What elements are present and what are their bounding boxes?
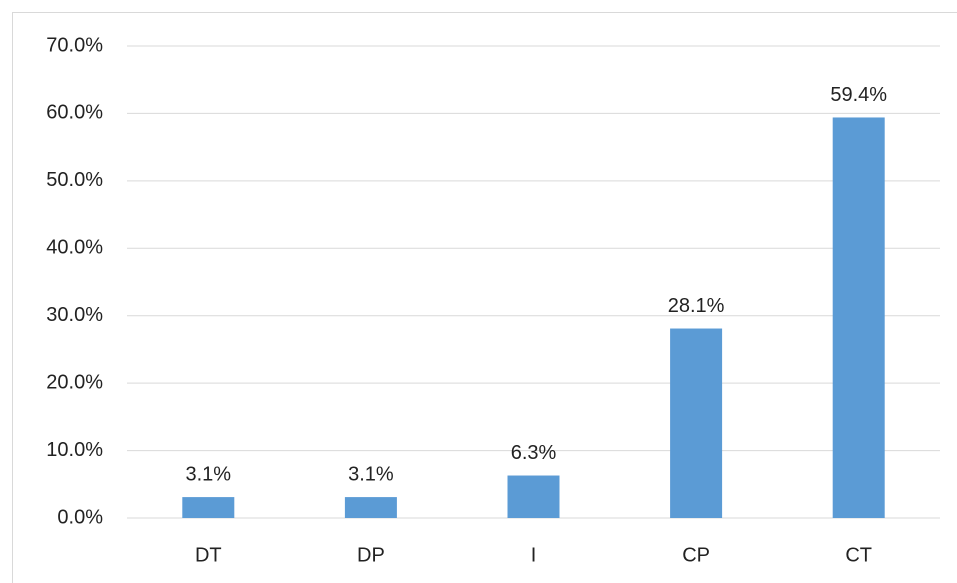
chart-border — [12, 12, 957, 583]
y-tick-label: 60.0% — [46, 102, 103, 124]
data-label: 28.1% — [668, 295, 725, 317]
y-tick-label: 20.0% — [46, 371, 103, 393]
x-tick-label: I — [531, 544, 537, 566]
data-label: 6.3% — [511, 442, 557, 464]
bar — [670, 328, 723, 518]
x-tick-label: DT — [195, 544, 222, 566]
data-label: 3.1% — [186, 463, 232, 485]
x-tick-label: CP — [682, 544, 710, 566]
y-tick-label: 70.0% — [46, 34, 103, 56]
data-label: 3.1% — [348, 463, 394, 485]
x-tick-label: CT — [845, 544, 872, 566]
data-label: 59.4% — [830, 84, 887, 106]
bar — [507, 475, 560, 518]
y-tick-label: 40.0% — [46, 237, 103, 259]
bar — [182, 497, 235, 518]
y-tick-label: 10.0% — [46, 439, 103, 461]
bar — [832, 117, 885, 518]
y-tick-label: 30.0% — [46, 304, 103, 326]
bar — [344, 497, 397, 518]
y-tick-label: 0.0% — [57, 506, 103, 528]
x-tick-label: DP — [357, 544, 385, 566]
y-tick-label: 50.0% — [46, 169, 103, 191]
